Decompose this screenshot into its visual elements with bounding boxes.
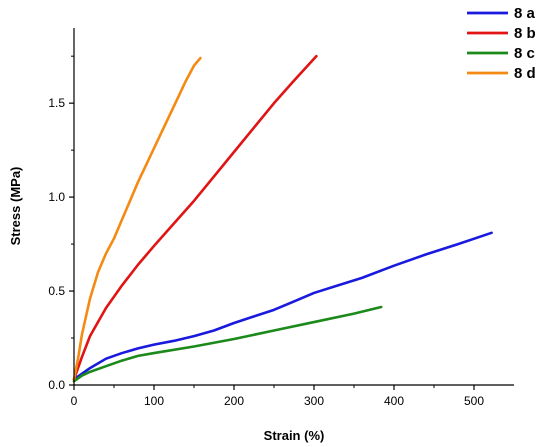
- x-tick-label: 200: [224, 394, 244, 408]
- x-tick-label: 300: [304, 394, 324, 408]
- y-tick-label: 1.5: [48, 96, 65, 110]
- x-axis-title: Strain (%): [264, 428, 325, 443]
- series-line-8-d: [72, 56, 202, 381]
- x-tick-label: 0: [71, 394, 78, 408]
- x-tick-label: 400: [384, 394, 404, 408]
- y-tick-label: 1.0: [48, 190, 65, 204]
- axes-layer: [73, 28, 514, 386]
- series-line-8-a: [72, 231, 493, 381]
- series-layer: [72, 54, 493, 383]
- x-tick-label: 500: [464, 394, 484, 408]
- legend-label: 8 d: [514, 65, 536, 82]
- legend-label: 8 b: [514, 25, 536, 42]
- series-line-8-c: [72, 305, 383, 383]
- y-ticks: 0.0 0.5 1.0 1.5: [48, 55, 74, 392]
- x-ticks: 0 100 200 300 400 500: [71, 385, 484, 408]
- legend-label: 8 a: [514, 5, 536, 22]
- y-tick-label: 0.5: [48, 284, 65, 298]
- x-tick-label: 100: [144, 394, 164, 408]
- y-tick-label: 0.0: [48, 378, 65, 392]
- legend: 8 a 8 b 8 c 8 d: [467, 5, 536, 82]
- series-line-8-b: [72, 54, 318, 381]
- y-axis-title: Stress (MPa): [8, 167, 23, 246]
- legend-label: 8 c: [514, 45, 535, 62]
